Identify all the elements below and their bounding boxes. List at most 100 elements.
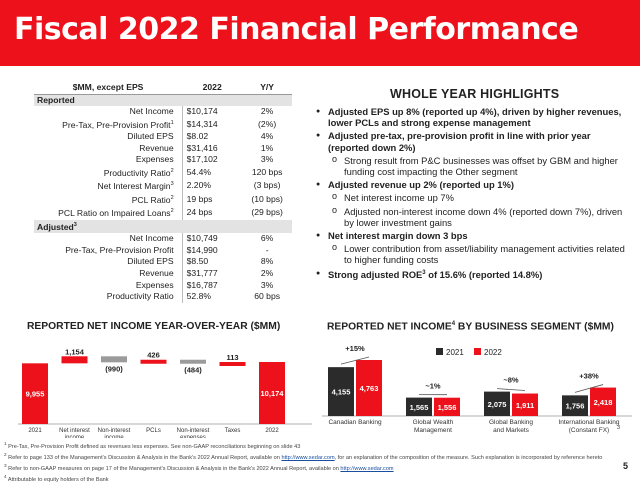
footnote-link[interactable]: http://www.sedar.com [281,455,334,461]
metrics-section-row: Adjusted3 [34,220,292,233]
metric-label: Net Interest Margin3 [34,179,182,192]
highlight-bullet: Net interest margin down 3 bps [312,230,628,241]
highlight-subbullet: Lower contribution from asset/liability … [312,243,628,265]
metric-label: PCL Ratio2 [34,193,182,206]
metric-value: 54.4% [182,166,242,179]
metric-value: $17,102 [182,154,242,166]
footnote-text: Refer to non-GAAP measures on page 17 of… [7,466,341,472]
metric-label-text: Productivity Ratio [104,168,171,178]
metric-yy: 2% [242,268,292,280]
metric-label-text: Revenue [139,143,173,153]
metric-label: Pre-Tax, Pre-Provision Profit [34,245,182,257]
highlight-subbullet: Strong result from P&C businesses was of… [312,155,628,177]
legend-label-2022: 2022 [484,348,502,357]
metric-label-text: Net Income [130,106,174,116]
metric-label-text: Pre-Tax, Pre-Provision Profit [65,245,173,255]
segment-title: REPORTED NET INCOME4 BY BUSINESS SEGMENT… [327,321,614,332]
metric-value: $31,416 [182,143,242,155]
metrics-header-row: $MM, except EPS 2022 Y/Y [34,82,292,94]
waterfall-category-label: Taxes [225,428,241,434]
highlight-subbullet: Net interest income up 7% [312,192,628,203]
metric-label-sup: 3 [171,181,174,187]
footnote: 3 Refer to non-GAAP measures on page 17 … [4,462,604,473]
roe-text-post: of 15.6% (reported 14.8%) [426,269,543,280]
metric-label: Productivity Ratio [34,291,182,303]
metric-yy: 3% [242,154,292,166]
metric-value: $14,990 [182,245,242,257]
roe-text: Strong adjusted ROE [328,269,422,280]
segment-change-label: ~8% [503,376,519,385]
metric-value: $16,787 [182,280,242,292]
waterfall-data-label: 426 [147,351,160,360]
title-banner: Fiscal 2022 Financial Performance [0,0,640,66]
metric-value: 19 bps [182,193,242,206]
segment-value-label-2021: 1,565 [410,403,429,412]
metric-value: $8.50 [182,256,242,268]
metric-row: Pre-Tax, Pre-Provision Profit$14,990- [34,245,292,257]
legend-swatch-2021 [436,348,443,355]
segment-category-sup: 3 [617,425,620,431]
metric-value: $14,314 [182,118,242,131]
footnote: 1 Pre-Tax, Pre-Provision Profit defined … [4,440,604,451]
metric-yy: 2% [242,106,292,118]
metric-label: Expenses [34,280,182,292]
waterfall-category-label: PCLs [146,428,161,434]
waterfall-data-label: 10,174 [261,389,285,398]
metric-label: Diluted EPS [34,131,182,143]
footnote: 4 Attributable to equity holders of the … [4,473,604,484]
segment-category-label: International Banking(Constant FX) [558,419,619,434]
waterfall-data-label: 113 [226,353,238,362]
metric-value: $8.02 [182,131,242,143]
footnote-text: Refer to page 133 of the Management's Di… [7,455,282,461]
segment-title-post: BY BUSINESS SEGMENT ($MM) [455,321,614,332]
segment-value-label-2022: 2,418 [594,398,613,407]
legend-swatch-2022 [474,348,481,355]
metrics-section-label: Reported [34,94,292,106]
metric-label-text: Diluted EPS [127,256,173,266]
highlight-bullet: Adjusted EPS up 8% (reported up 4%), dri… [312,106,628,128]
segment-title-main: REPORTED NET INCOME [327,321,452,332]
metric-label-sup: 2 [171,208,174,214]
waterfall-data-label: (990) [105,364,123,373]
metric-value: $31,777 [182,268,242,280]
page-number: 5 [623,461,628,471]
metric-label-text: Expenses [136,154,174,164]
segment-value-label-2021: 1,756 [566,402,585,411]
waterfall-bar [141,360,167,364]
section-label-text: Reported [37,95,75,105]
metric-label-text: Net Income [130,233,174,243]
section-label-text: Adjusted [37,222,74,232]
metric-label: Revenue [34,143,182,155]
metric-label: Net Income [34,233,182,245]
metric-yy: (3 bps) [242,179,292,192]
waterfall-data-label: 1,154 [65,347,85,356]
metric-label-sup: 1 [171,120,174,126]
footnote-link[interactable]: http://www.sedar.com [340,466,393,472]
metric-label-sup: 2 [171,168,174,174]
segment-change-label: +15% [345,344,365,353]
section-label-sup: 3 [74,222,77,228]
metric-value: 24 bps [182,206,242,219]
segment-change-arrow [497,389,525,391]
segment-value-label-2022: 1,911 [516,401,534,410]
legend-label-2021: 2021 [446,348,464,357]
metrics-header-label: $MM, except EPS [34,82,182,94]
footnote: 2 Refer to page 133 of the Management's … [4,451,604,462]
metric-label-text: Pre-Tax, Pre-Provision Profit [62,120,170,130]
waterfall-category-label: 2022 [265,428,279,434]
metric-label-text: PCL Ratio on Impaired Loans [58,208,170,218]
highlights-list: Adjusted EPS up 8% (reported up 4%), dri… [312,106,628,282]
segment-change-label: +38% [579,372,599,381]
